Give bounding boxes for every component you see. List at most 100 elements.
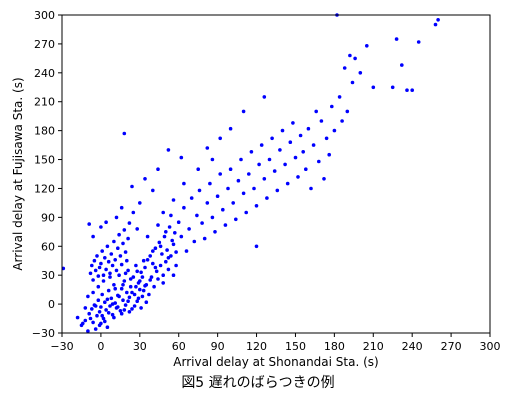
data-point [262, 95, 267, 99]
data-point [108, 271, 112, 276]
data-point [350, 80, 355, 85]
data-point [126, 236, 130, 241]
data-point [126, 299, 130, 304]
data-point [101, 279, 106, 283]
data-point [91, 320, 95, 325]
data-point [154, 269, 159, 274]
data-point [174, 250, 178, 254]
data-point [105, 325, 110, 330]
data-point [210, 215, 215, 220]
data-point [156, 277, 160, 281]
data-point [117, 294, 121, 299]
data-point [151, 188, 155, 193]
data-point [96, 298, 101, 303]
data-point [244, 210, 248, 215]
data-point [215, 194, 220, 198]
data-point [156, 167, 160, 171]
data-point [91, 278, 95, 282]
data-point [112, 315, 116, 320]
data-point [165, 248, 169, 252]
data-point [99, 225, 103, 229]
x-tick-label: 240 [402, 340, 423, 353]
data-point [174, 263, 178, 268]
data-point [116, 246, 120, 250]
data-point [135, 227, 139, 231]
data-point [170, 238, 174, 243]
data-point [134, 284, 138, 289]
data-point [75, 315, 80, 320]
data-point [161, 281, 165, 285]
y-tick-label: 210 [34, 96, 55, 109]
data-point [132, 292, 137, 297]
data-point [187, 227, 191, 231]
figure-caption: 図5 遅れのばらつきの例 [181, 375, 335, 391]
data-point [145, 234, 150, 239]
data-point [99, 261, 103, 266]
data-point [122, 308, 127, 312]
data-point [262, 177, 267, 181]
data-point [192, 239, 197, 244]
data-point [105, 244, 110, 249]
data-point [91, 290, 95, 295]
data-point [119, 286, 124, 291]
data-point [436, 18, 440, 22]
data-point [210, 157, 215, 162]
data-point [101, 273, 106, 278]
data-point [166, 267, 171, 272]
y-axis-ticks: −30 0 30 60 90 120 150 180 210 240 270 300 [32, 9, 62, 340]
data-point [189, 196, 194, 200]
data-point [254, 244, 259, 249]
data-point [109, 252, 114, 256]
data-point [345, 109, 350, 114]
data-point [92, 258, 97, 263]
data-point [127, 295, 132, 300]
data-point [97, 265, 102, 270]
data-point [114, 215, 119, 220]
data-point [105, 297, 110, 302]
data-point [164, 230, 168, 234]
data-point [144, 283, 149, 287]
data-point [157, 240, 162, 245]
data-point [113, 286, 117, 291]
data-point [275, 188, 280, 193]
data-point [164, 259, 168, 264]
data-point [205, 146, 210, 150]
data-point [153, 265, 158, 270]
data-point [184, 249, 189, 253]
data-point [324, 136, 329, 141]
data-point [110, 263, 115, 268]
data-point [121, 241, 125, 246]
data-point [114, 268, 119, 273]
data-point [332, 128, 337, 133]
data-point [317, 159, 321, 164]
data-point [353, 56, 357, 61]
data-point [101, 316, 106, 321]
data-point [93, 327, 98, 331]
data-point [416, 40, 421, 44]
data-point [113, 258, 117, 262]
data-point [147, 292, 151, 297]
data-point [158, 263, 163, 268]
data-point [293, 155, 298, 160]
data-point [138, 201, 142, 205]
data-point [112, 283, 116, 287]
data-point [106, 259, 111, 264]
data-point [128, 277, 133, 281]
data-point [136, 296, 141, 301]
data-point [130, 290, 134, 295]
data-point [283, 162, 287, 167]
x-tick-label: 180 [324, 340, 345, 353]
data-point [138, 279, 142, 283]
data-point [83, 306, 88, 310]
data-point [104, 220, 108, 224]
y-tick-label: 180 [34, 125, 55, 138]
data-point [278, 148, 282, 152]
data-point [103, 300, 107, 305]
data-point [131, 275, 136, 279]
data-point [265, 196, 269, 200]
data-point [88, 316, 93, 321]
data-point [342, 66, 347, 70]
data-point [304, 167, 308, 171]
data-point [291, 121, 295, 125]
x-tick-label: 90 [211, 340, 225, 353]
